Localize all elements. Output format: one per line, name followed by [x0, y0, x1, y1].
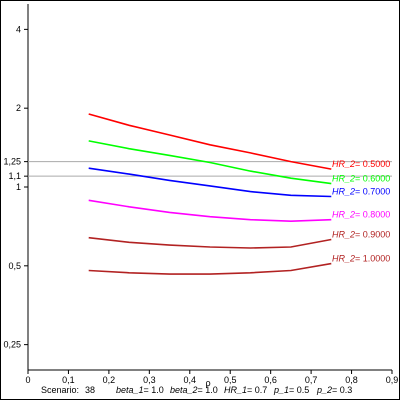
series-line [88, 140, 332, 185]
y-tick-label: 1 [16, 182, 21, 192]
series-name: HR_2 [332, 159, 355, 169]
series-value: = 0.7000 [355, 186, 390, 196]
y-tick-label: 2 [16, 103, 21, 113]
scenario-label: Scenario: [41, 385, 80, 395]
series-label: HR_2= 0.6000 [332, 174, 390, 184]
series-value: = 0.8000 [355, 210, 390, 220]
series-line [88, 167, 332, 198]
series-label: HR_2= 0.8000 [332, 210, 390, 220]
series-line [88, 113, 332, 170]
y-tick-label: 1,1 [8, 171, 21, 181]
param-name: p_1 [274, 385, 290, 395]
x-tick-label: 0,4 [184, 375, 197, 385]
x-tick-label: 0,6 [264, 375, 277, 385]
series-line [88, 262, 332, 275]
param-value: = 1.0 [197, 385, 218, 395]
series-value: = 0.6000 [355, 174, 390, 184]
series-line [88, 199, 332, 223]
x-tick-label: 0 [25, 375, 30, 385]
param-name: HR_1 [224, 385, 248, 395]
param-name: beta_2 [170, 385, 198, 395]
param-beta-1: beta_1= 1.0 [116, 385, 164, 395]
series-name: HR_2 [332, 174, 355, 184]
param-p-2: p_2= 0.3 [317, 385, 352, 395]
scenario-footer: Scenario: 38 beta_1= 1.0 beta_2= 1.0 HR_… [0, 385, 400, 399]
y-tick-label: 4 [16, 24, 21, 34]
x-tick-label: 0,2 [103, 375, 116, 385]
axes: 0 0,1 0,2 0,3 0,4 0,5 0,6 0,7 0,8 0,9 0,25 0,5 11,1 1… [3, 4, 398, 385]
x-tick-label: 0,9 [386, 375, 399, 385]
y-tick-label: 0,5 [8, 261, 21, 271]
x-tick-label: 0,3 [143, 375, 156, 385]
param-value: = 1.0 [143, 385, 164, 395]
series-name: HR_2 [332, 186, 355, 196]
series-name: HR_2 [332, 210, 355, 220]
param-value: = 0.7 [247, 385, 268, 395]
x-tick-label: 0,5 [224, 375, 237, 385]
series-name: HR_2 [332, 230, 355, 240]
series-name: HR_2 [332, 254, 355, 264]
y-tick-label: 0,25 [3, 340, 21, 350]
param-p-1: p_1= 0.5 [274, 385, 309, 395]
series-value: = 0.5000 [355, 159, 390, 169]
series-label: HR_2= 1.0000 [332, 254, 390, 264]
series-label: HR_2= 0.7000 [332, 186, 390, 196]
scenario-value: 38 [85, 385, 96, 395]
x-tick-label: 0,7 [305, 375, 318, 385]
x-tick-label: 0,1 [62, 375, 75, 385]
series-label: HR_2= 0.5000 [332, 159, 390, 169]
series-line [88, 236, 332, 249]
param-beta-2: beta_2= 1.0 [170, 385, 218, 395]
x-tick-label: 0,8 [345, 375, 358, 385]
y-tick-label: 1,25 [3, 157, 21, 167]
series-label: HR_2= 0.9000 [332, 230, 390, 240]
series-value: = 0.9000 [355, 230, 390, 240]
series-lines [88, 113, 332, 275]
series-value: = 1.0000 [355, 254, 390, 264]
param-name: beta_1 [116, 385, 144, 395]
param-hr-1: HR_1= 0.7 [224, 385, 267, 395]
param-name: p_2 [317, 385, 333, 395]
param-value: = 0.5 [289, 385, 310, 395]
reference-lines [28, 161, 392, 177]
x-axis-label: ρ [205, 378, 210, 388]
param-value: = 0.3 [332, 385, 353, 395]
